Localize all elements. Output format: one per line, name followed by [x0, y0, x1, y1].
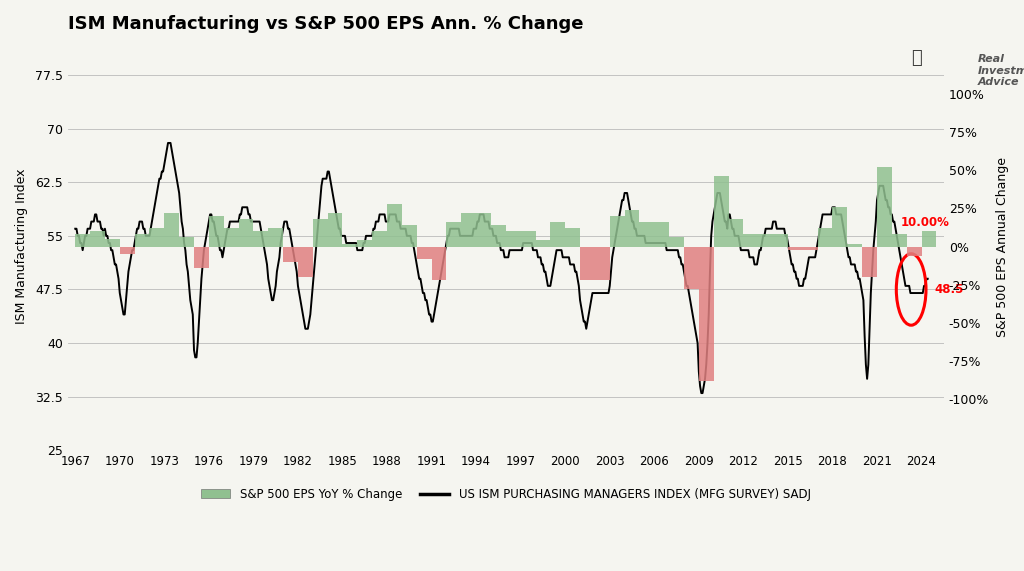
- Y-axis label: S&P 500 EPS Annual Change: S&P 500 EPS Annual Change: [996, 156, 1009, 336]
- Text: 🦅: 🦅: [911, 49, 922, 67]
- Text: Real: Real: [978, 54, 1005, 65]
- Text: 10.00%: 10.00%: [901, 216, 949, 229]
- Text: Investment: Investment: [978, 66, 1024, 76]
- Y-axis label: ISM Manufacturing Index: ISM Manufacturing Index: [15, 169, 28, 324]
- Text: Advice: Advice: [978, 77, 1020, 87]
- Text: 48.5: 48.5: [935, 283, 965, 296]
- Legend: S&P 500 EPS YoY % Change, US ISM PURCHASING MANAGERS INDEX (MFG SURVEY) SADJ: S&P 500 EPS YoY % Change, US ISM PURCHAS…: [196, 483, 815, 505]
- Text: ISM Manufacturing vs S&P 500 EPS Ann. % Change: ISM Manufacturing vs S&P 500 EPS Ann. % …: [68, 15, 584, 33]
